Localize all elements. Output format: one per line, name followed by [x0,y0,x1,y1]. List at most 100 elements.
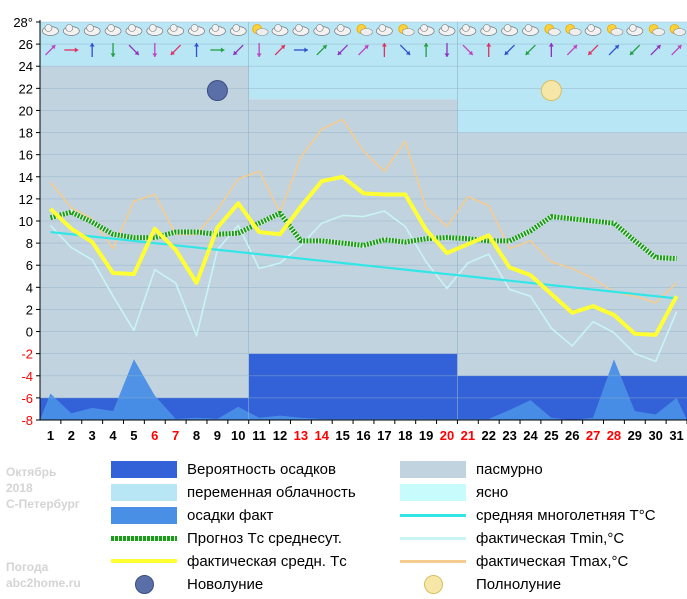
legend-item-overcast: пасмурно [400,458,543,480]
moon-phase-markers [206,80,562,102]
legend-swatch-precip-fact [111,506,177,524]
x-tick-label: 9 [214,428,221,443]
x-tick-label: 3 [89,428,96,443]
cloud-band-variable-3 [457,22,687,133]
legend-item-avg-long: средняя многолетняя T°C [400,504,656,526]
wind-arrow-icon [608,44,620,56]
series-tmin [49,210,678,363]
legend-label: Новолуние [187,575,264,593]
legend-label: средняя многолетняя T°C [476,506,656,524]
new-moon-icon [206,80,228,102]
cloud-band-overcast-3 [457,132,687,421]
series-fact-avg [49,174,679,337]
cloud-icon [146,24,164,36]
cloud-icon [522,24,539,36]
y-tick-label: 4 [26,280,33,295]
cloud-icon [229,24,247,36]
x-tick-label: 8 [193,428,200,443]
wind-arrow-icon [170,44,182,56]
legend-item-fact-avg: фактическая средн. Tс [111,550,347,572]
y-tick-label: 18 [19,126,33,141]
wind-arrow-icon [64,47,79,53]
wind-arrow-icon [504,44,515,56]
legend-item-new-moon: Новолуние [111,573,263,595]
x-tick-label: 5 [130,428,137,443]
wind-arrow-icon [566,44,578,56]
legend-swatch-fill [111,559,177,563]
sun-icon [356,24,373,36]
site-line1: Погода [6,560,49,574]
y-tick-label: 20 [19,103,33,118]
legend-swatch-tmin [400,536,466,540]
y-tick-label: 28° [13,15,33,30]
legend-item-clear: ясно [400,481,508,503]
x-tick-label: 2 [68,428,75,443]
legend-swatch-variable [111,483,177,501]
legend-item-tmax: фактическая Tmax,°C [400,550,628,572]
wind-arrow-icon [274,44,286,56]
x-tick-label: 25 [544,428,558,443]
legend-swatch-clear [400,483,466,501]
x-tick-label: 4 [109,428,117,443]
wind-arrow-icon [381,43,387,57]
wind-arrow-icon [587,44,599,56]
y-tick-label: -2 [21,347,33,362]
x-tick-label: 7 [172,428,179,443]
cloud-icon [167,24,185,36]
x-tick-label: 17 [377,428,391,443]
cloud-icon [271,24,289,36]
legend-item-full-moon: Полнолуние [400,573,561,595]
cloud-icon [417,24,435,36]
wind-arrow-icon [399,44,411,56]
sun-icon [398,24,415,36]
wind-arrow-icon [337,44,348,56]
legend-swatch-fill [400,460,466,478]
full-moon-icon [400,574,466,594]
wind-arrow-icon [629,44,641,56]
x-tick-label: 22 [481,428,495,443]
legend-swatch-fact-avg [111,559,177,563]
wind-arrow-icon [128,44,140,56]
x-tick-label: 28 [607,428,621,443]
x-tick-label: 31 [669,428,683,443]
cloud-icon [313,24,331,36]
city-label: С-Петербург [6,497,80,511]
wind-arrow-icon [671,44,682,56]
sun-icon [544,24,561,36]
x-tick-label: 14 [315,428,330,443]
x-tick-label: 21 [461,428,475,443]
wind-arrow-icon [45,44,56,56]
legend-item-variable: переменная облачность [111,481,356,503]
x-tick-label: 10 [231,428,245,443]
y-tick-label: 12 [19,192,33,207]
cloud-icon [480,24,498,36]
temperature-series [49,118,679,363]
legend-item-tmin: фактическая Tmin,°C [400,527,624,549]
cloud-icon [42,24,59,36]
wind-arrow-icon [525,44,536,56]
wind-arrow-icon [423,43,429,57]
legend-swatch-tmax [400,559,466,563]
sun-icon [648,24,665,36]
wind-arrow-icon [210,47,225,53]
y-tick-label: -6 [21,391,33,406]
legend-swatch-fill [111,506,177,524]
legend-swatch-fill [111,460,177,478]
legend-label: пасмурно [476,460,543,478]
cloud-icon [459,24,477,36]
y-tick-label: 8 [26,236,33,251]
cloud-icon [292,24,310,36]
legend-swatch-fill [111,535,177,541]
y-tick-label: 14 [19,170,33,185]
legend-label: осадки факт [187,506,274,524]
wind-arrow-icon [89,43,95,57]
legend-swatch-fill [400,536,466,540]
x-tick-label: 18 [398,428,412,443]
sun-icon [669,24,686,36]
x-tick-label: 27 [586,428,600,443]
cloud-icon [584,24,602,36]
x-tick-label: 12 [273,428,287,443]
wind-arrow-icon [462,44,474,56]
